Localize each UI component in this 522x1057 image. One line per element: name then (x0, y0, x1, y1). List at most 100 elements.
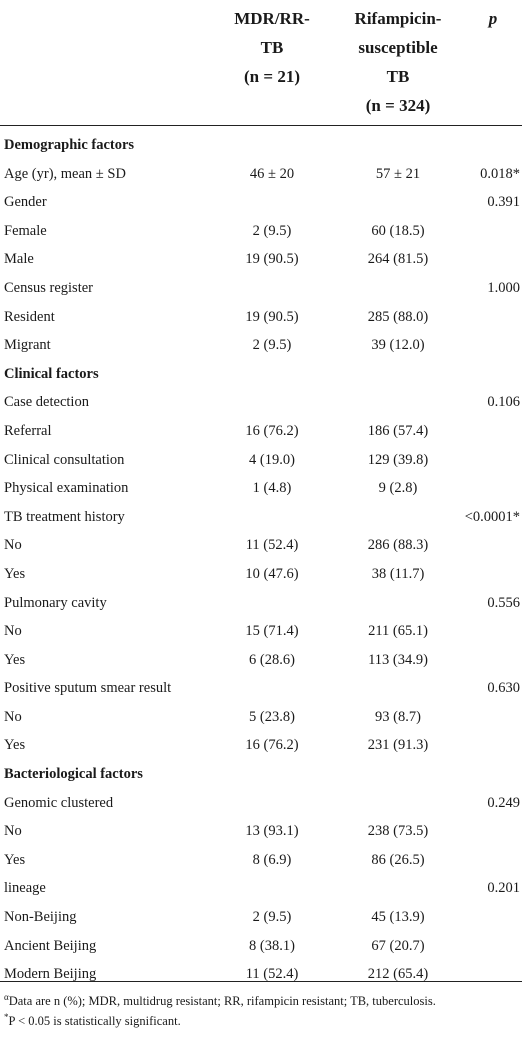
p-value: 0.391 (487, 194, 520, 211)
row-label: Demographic factors (4, 137, 135, 153)
footnote-2: *P < 0.05 is statistically significant. (4, 1011, 518, 1031)
table-row: Yes 6 (28.6) 113 (34.9) (0, 646, 522, 675)
rif-value: 129 (39.8) (367, 451, 429, 468)
row-label: Female (4, 222, 47, 239)
table-row: Yes 16 (76.2) 231 (91.3) (0, 731, 522, 760)
header-rifampicin-susceptible: Rifampicin- susceptible TB (n = 324) (340, 4, 456, 120)
row-label: Yes (4, 651, 26, 668)
footnote-1: αData are n (%); MDR, multidrug resistan… (4, 991, 518, 1011)
table-row: Male 19 (90.5) 264 (81.5) (0, 245, 522, 274)
row-label: Census register (4, 279, 93, 296)
header-mdr-line1: MDR/RR- (234, 9, 310, 28)
mdr-value: 2 (9.5) (252, 909, 292, 926)
section-header-row: Clinical factors (0, 360, 522, 389)
header-rif-line4: (n = 324) (365, 96, 431, 115)
rif-value: 9 (2.8) (378, 480, 418, 497)
row-label: Ancient Beijing (4, 937, 97, 954)
table-row: Referral 16 (76.2) 186 (57.4) (0, 417, 522, 446)
table-row: Female 2 (9.5) 60 (18.5) (0, 217, 522, 246)
p-value: 0.201 (487, 880, 520, 897)
mdr-value: 5 (23.8) (249, 708, 295, 725)
row-label: Clinical factors (4, 365, 99, 382)
row-label: Yes (4, 737, 26, 754)
mdr-value: 19 (90.5) (245, 308, 299, 325)
table-row: Resident 19 (90.5) 285 (88.0) (0, 303, 522, 332)
table-row: Ancient Beijing 8 (38.1) 67 (20.7) (0, 932, 522, 961)
row-label: Gender (4, 194, 47, 211)
mdr-value: 1 (4.8) (252, 480, 292, 497)
mdr-value: 16 (76.2) (245, 737, 299, 754)
row-label: Modern Beijing (4, 966, 97, 983)
mdr-value: 10 (47.6) (245, 565, 299, 582)
mdr-value: 8 (6.9) (252, 851, 292, 868)
mdr-value: 8 (38.1) (249, 937, 295, 954)
row-label: Clinical consultation (4, 451, 125, 468)
mdr-value: 4 (19.0) (249, 451, 295, 468)
row-label: lineage (4, 880, 46, 897)
row-label: Bacteriological factors (4, 766, 143, 783)
mdr-value: 15 (71.4) (245, 623, 299, 640)
table-row: TB treatment history <0.0001* (0, 503, 522, 532)
p-value: 0.556 (487, 594, 520, 611)
table-row: Positive sputum smear result 0.630 (0, 674, 522, 703)
table-row: Age (yr), mean ± SD 46 ± 20 57 ± 21 0.018* (0, 160, 522, 189)
row-label: Genomic clustered (4, 794, 114, 811)
table-row: No 15 (71.4) 211 (65.1) (0, 617, 522, 646)
rif-value: 38 (11.7) (371, 565, 425, 582)
row-label: Age (yr), mean ± SD (4, 165, 126, 182)
header-rule (0, 125, 522, 126)
rif-value: 211 (65.1) (368, 623, 428, 640)
rif-value: 67 (20.7) (371, 937, 425, 954)
row-label: Pulmonary cavity (4, 594, 107, 611)
mdr-value: 16 (76.2) (245, 422, 299, 439)
rif-value: 39 (12.0) (371, 337, 425, 354)
rif-value: 60 (18.5) (371, 222, 425, 239)
header-p-value: p (488, 9, 498, 28)
p-value: 0.018* (480, 165, 520, 182)
rif-value: 238 (73.5) (367, 823, 429, 840)
header-rif-line3: TB (386, 67, 410, 86)
row-label: No (4, 708, 22, 725)
rif-value: 86 (26.5) (371, 851, 425, 868)
rif-value: 264 (81.5) (367, 251, 429, 268)
table-row: Case detection 0.106 (0, 388, 522, 417)
row-label: Yes (4, 565, 26, 582)
row-label: Physical examination (4, 480, 129, 497)
row-label: Case detection (4, 394, 89, 411)
footnote-1-text: Data are n (%); MDR, multidrug resistant… (8, 994, 436, 1008)
rif-value: 93 (8.7) (375, 708, 421, 725)
p-value: 1.000 (487, 279, 520, 296)
table-row: Clinical consultation 4 (19.0) 129 (39.8) (0, 446, 522, 475)
table-row: No 11 (52.4) 286 (88.3) (0, 531, 522, 560)
header-rif-line1: Rifampicin- (354, 9, 442, 28)
rif-value: 57 ± 21 (375, 165, 421, 182)
footer-rule (0, 981, 522, 982)
row-label: TB treatment history (4, 508, 125, 525)
row-label: Resident (4, 308, 55, 325)
table-row: Yes 10 (47.6) 38 (11.7) (0, 560, 522, 589)
header-mdr-line3: (n = 21) (244, 67, 300, 86)
header-mdr-line2: TB (260, 38, 284, 57)
row-label: Male (4, 251, 34, 268)
row-label: No (4, 537, 22, 554)
mdr-value: 19 (90.5) (245, 251, 299, 268)
p-value: 0.106 (487, 394, 520, 411)
row-label: Referral (4, 422, 52, 439)
footnote-2-text: P < 0.05 is statistically significant. (8, 1014, 181, 1028)
rif-value: 113 (34.9) (368, 651, 428, 668)
rif-value: 286 (88.3) (367, 537, 429, 554)
rif-value: 212 (65.4) (367, 966, 429, 983)
mdr-value: 13 (93.1) (245, 823, 299, 840)
rif-value: 285 (88.0) (367, 308, 429, 325)
header-rif-line2: susceptible (358, 38, 438, 57)
footnote-1-marker: α (4, 991, 9, 1002)
header-mdr-rr-tb: MDR/RR- TB (n = 21) (214, 4, 330, 91)
section-header-row: Bacteriological factors (0, 760, 522, 789)
data-table: MDR/RR- TB (n = 21) Rifampicin- suscepti… (0, 0, 522, 1028)
mdr-value: 46 ± 20 (249, 165, 295, 182)
table-row: lineage 0.201 (0, 874, 522, 903)
table-header: MDR/RR- TB (n = 21) Rifampicin- suscepti… (0, 0, 522, 125)
row-label: Migrant (4, 337, 51, 354)
table-row: Pulmonary cavity 0.556 (0, 589, 522, 618)
table-row: Non-Beijing 2 (9.5) 45 (13.9) (0, 903, 522, 932)
